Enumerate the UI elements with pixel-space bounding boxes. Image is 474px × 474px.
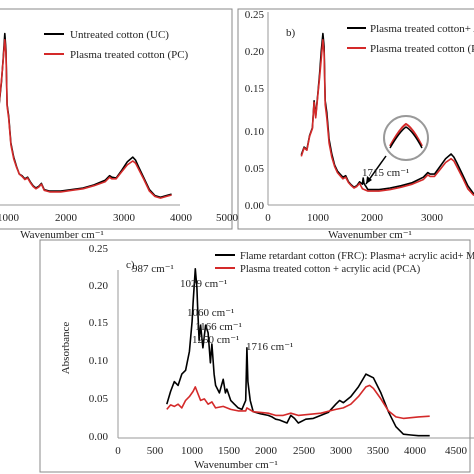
panel-b-zoom-series-pca [389, 126, 423, 149]
panel-b-y-tick-label: 0.15 [245, 83, 265, 95]
panel-a-x-tick-label: 4000 [170, 212, 193, 224]
panel-a-x-axis-title: Wavenumber cm⁻¹ [20, 229, 104, 241]
panel-c-annotation-1029: 1029 cm⁻¹ [180, 278, 227, 290]
panel-b-x-tick-label: 2000 [361, 212, 384, 224]
panel-c-x-tick-label: 4500 [445, 445, 468, 457]
panel-c-annotations: 987 cm⁻¹ 1029 cm⁻¹ 1060 cm⁻¹ 1166 cm⁻¹ 1… [132, 263, 293, 353]
panel-c-y-tick-label: 0.00 [89, 431, 109, 443]
panel-c-y-tick-label: 0.25 [89, 243, 109, 255]
panel-c-legend-label-frc: Flame retardant cotton (FRC): Plasma+ ac… [240, 251, 474, 262]
panel-b-y-tick-label: 0.20 [245, 46, 265, 58]
panel-c-x-tick-label: 0 [115, 445, 121, 457]
panel-c-x-tick-label: 1500 [218, 445, 241, 457]
panel-c-x-tick-label: 2000 [255, 445, 278, 457]
panel-b-zoom-series-pc [389, 122, 423, 147]
panel-c-y-tick-label: 0.20 [89, 280, 109, 292]
panel-a-series-line-1 [0, 38, 172, 199]
panel-c-annotation-1716: 1716 cm⁻¹ [246, 341, 293, 353]
panel-c-y-axis-title: Absorbance [60, 322, 72, 375]
panel-c-label: c) [126, 259, 135, 271]
panel-a-legend: Untreated cotton (UC) Plasma treated cot… [44, 29, 189, 61]
panel-c-frame [39, 239, 471, 473]
panel-c-y-tick-labels: 0.00 0.05 0.10 0.15 0.20 0.25 [89, 243, 109, 443]
panel-a: 1000 2000 3000 4000 5000 Wavenumber cm⁻¹… [0, 8, 239, 241]
panel-b-x-axis-title: Wavenumber cm⁻¹ [328, 229, 412, 241]
panel-c-x-tick-label: 2500 [293, 445, 316, 457]
panel-b-x-tick-label: 3000 [421, 212, 444, 224]
panel-b-legend-label-a: Plasma treated cotton+ A [370, 23, 474, 35]
panel-b-zoom-circle [383, 115, 429, 161]
panel-c-legend: Flame retardant cotton (FRC): Plasma+ ac… [215, 251, 474, 275]
panel-a-x-tick-label: 3000 [113, 212, 136, 224]
panel-c: 0.00 0.05 0.10 0.15 0.20 0.25 Absorbance… [39, 239, 474, 473]
panel-c-x-tick-label: 3000 [330, 445, 353, 457]
panel-b-frame [237, 8, 474, 230]
panel-c-y-tick-label: 0.10 [89, 355, 109, 367]
panel-b-annotation-1715: 1715 cm⁻¹ [362, 167, 409, 179]
panel-c-annotation-1166: 1166 cm⁻¹ [195, 321, 242, 333]
panel-b-y-tick-label: 0.05 [245, 163, 265, 175]
panel-c-x-tick-label: 4000 [404, 445, 427, 457]
panel-c-x-tick-label: 1000 [181, 445, 204, 457]
panel-b-y-tick-label: 0.10 [245, 126, 265, 138]
panel-b-inset [383, 115, 429, 161]
panel-c-annotation-1250: 1250 cm⁻¹ [192, 334, 239, 346]
panel-c-annotation-1060: 1060 cm⁻¹ [187, 307, 234, 319]
panel-a-series-group [0, 32, 172, 199]
panel-c-series-group [166, 267, 430, 437]
panel-b-x-tick-labels: 0 1000 2000 3000 [265, 212, 443, 224]
panel-a-legend-label-uc: Untreated cotton (UC) [70, 29, 169, 41]
panel-b-x-tick-label: 0 [265, 212, 271, 224]
panel-c-y-tick-label: 0.05 [89, 393, 109, 405]
panel-a-frame [0, 8, 233, 230]
panel-c-series-line-1 [166, 384, 430, 420]
panel-c-x-tick-label: 500 [147, 445, 164, 457]
panel-a-x-tick-label: 5000 [216, 212, 239, 224]
panel-b-y-tick-labels: 0.00 0.05 0.10 0.15 0.20 0.25 [245, 9, 265, 212]
panel-c-annotation-987: 987 cm⁻¹ [132, 263, 174, 275]
panel-a-x-tick-label: 2000 [55, 212, 78, 224]
panel-a-x-tick-label: 1000 [0, 212, 20, 224]
panel-c-x-tick-label: 3500 [367, 445, 390, 457]
panel-c-series-line-0 [166, 267, 430, 437]
panel-b-legend-label-pc: Plasma treated cotton (PC) [370, 43, 474, 55]
panel-c-y-tick-label: 0.15 [89, 317, 109, 329]
panel-b-legend: Plasma treated cotton+ A Plasma treated … [347, 23, 474, 55]
panel-c-x-axis-title: Wavenumber cm⁻¹ [194, 459, 278, 471]
panel-b-annotation-arrowhead [366, 176, 372, 184]
panel-b-y-tick-label: 0.25 [245, 9, 265, 21]
panel-b-series-line-1 [300, 38, 474, 196]
panel-b-y-tick-label: 0.00 [245, 200, 265, 212]
panel-c-x-tick-labels: 0 500 1000 1500 2000 2500 3000 3500 4000… [115, 445, 467, 457]
panel-a-x-tick-labels: 1000 2000 3000 4000 5000 [0, 212, 239, 224]
panel-b-x-tick-label: 1000 [307, 212, 330, 224]
panel-a-legend-label-pc: Plasma treated cotton (PC) [70, 49, 189, 61]
panel-c-legend-label-pca: Plasma treated cotton + acrylic acid (PC… [240, 264, 421, 275]
panel-b-label: b) [286, 27, 296, 39]
panel-b: 0.00 0.05 0.10 0.15 0.20 0.25 0 1000 200… [237, 8, 474, 241]
panel-b-series-group [300, 32, 474, 196]
